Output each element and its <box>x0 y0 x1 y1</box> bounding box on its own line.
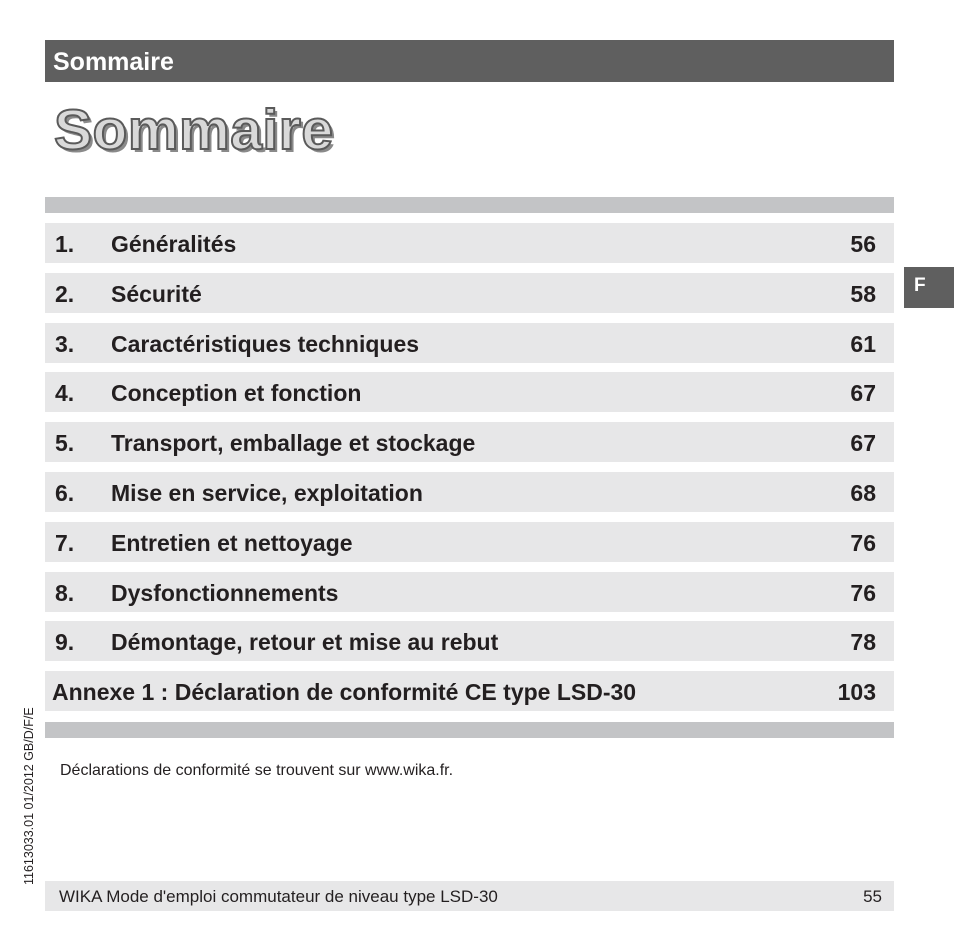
toc-item-8[interactable]: 8. Dysfonctionnements 76 <box>45 571 894 612</box>
toc-item-annex[interactable]: Annexe 1 : Déclaration de conformité CE … <box>45 671 894 712</box>
toc-item-label: Conception et fonction <box>111 380 362 407</box>
toc-item-label: Dysfonctionnements <box>111 579 339 606</box>
toc-item-label: Démontage, retour et mise au rebut <box>111 629 499 656</box>
section-header-title: Sommaire <box>53 48 174 76</box>
toc-item-5[interactable]: 5. Transport, emballage et stockage 67 <box>45 422 894 463</box>
table-of-contents: 1. Généralités 56 2. Sécurité 58 3. Cara… <box>45 223 894 721</box>
toc-item-page: 67 <box>850 430 876 457</box>
language-tab[interactable]: F <box>904 267 954 308</box>
toc-item-page: 76 <box>850 529 876 556</box>
toc-item-number: 8. <box>55 579 75 606</box>
page-footer: WIKA Mode d'emploi commutateur de niveau… <box>45 881 894 911</box>
toc-item-number: 2. <box>55 280 75 307</box>
bottom-divider <box>45 722 894 738</box>
toc-annex-page: 103 <box>837 679 876 706</box>
conformity-note: Déclarations de conformité se trouvent s… <box>60 762 454 779</box>
footer-text: WIKA Mode d'emploi commutateur de niveau… <box>59 887 498 906</box>
toc-item-page: 67 <box>850 380 876 407</box>
section-header-bar: Sommaire <box>45 40 894 82</box>
toc-item-1[interactable]: 1. Généralités 56 <box>45 223 894 263</box>
document-code: 11613033.01 01/2012 GB/D/F/E <box>22 707 36 885</box>
toc-item-number: 4. <box>55 380 75 407</box>
toc-item-7[interactable]: 7. Entretien et nettoyage 76 <box>45 521 894 562</box>
toc-item-label: Mise en service, exploitation <box>111 479 423 506</box>
toc-item-4[interactable]: 4. Conception et fonction 67 <box>45 372 894 413</box>
toc-item-page: 56 <box>850 231 876 257</box>
toc-item-number: 3. <box>55 330 75 357</box>
toc-item-label: Entretien et nettoyage <box>111 529 353 556</box>
toc-item-page: 58 <box>850 280 876 307</box>
toc-item-3[interactable]: 3. Caractéristiques techniques 61 <box>45 322 894 363</box>
toc-item-number: 1. <box>55 231 75 257</box>
toc-item-label: Généralités <box>111 231 237 257</box>
toc-item-page: 76 <box>850 579 876 606</box>
top-divider <box>45 197 894 213</box>
toc-item-label: Caractéristiques techniques <box>111 330 420 357</box>
toc-item-page: 61 <box>850 330 876 357</box>
toc-item-label: Sécurité <box>111 280 202 307</box>
toc-item-6[interactable]: 6. Mise en service, exploitation 68 <box>45 471 894 512</box>
page-title: Sommaire <box>53 97 334 163</box>
toc-item-number: 6. <box>55 479 75 506</box>
toc-item-page: 78 <box>850 629 876 656</box>
toc-item-number: 7. <box>55 529 75 556</box>
toc-item-2[interactable]: 2. Sécurité 58 <box>45 272 894 313</box>
toc-item-label: Transport, emballage et stockage <box>111 430 476 457</box>
toc-item-number: 9. <box>55 629 75 656</box>
toc-item-9[interactable]: 9. Démontage, retour et mise au rebut 78 <box>45 621 894 662</box>
toc-annex-label: Annexe 1 : Déclaration de conformité CE … <box>52 679 637 706</box>
toc-item-number: 5. <box>55 430 75 457</box>
toc-item-page: 68 <box>850 479 876 506</box>
page-number: 55 <box>863 887 882 906</box>
